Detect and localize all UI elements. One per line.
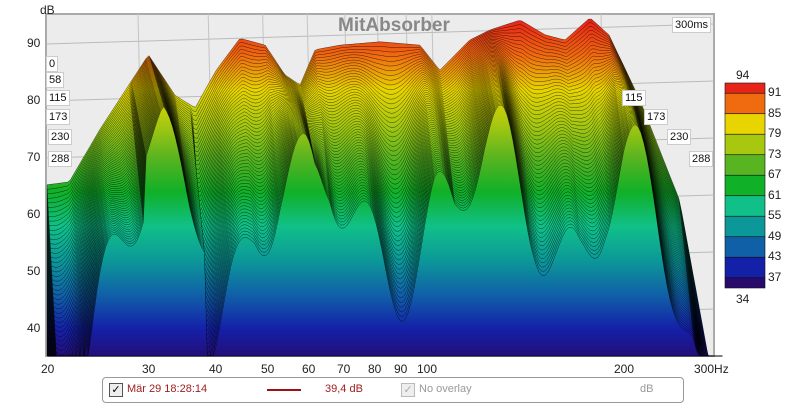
time-slice-label: 288 xyxy=(48,151,73,167)
time-slice-label: 58 xyxy=(46,72,65,88)
measurement-value: 39,4 dB xyxy=(325,383,363,395)
x-tick-label: 60 xyxy=(302,362,316,376)
colorbar-tick-label: 43 xyxy=(768,249,782,264)
colorbar-min-label: 34 xyxy=(736,292,750,306)
colorbar-tick-label: 67 xyxy=(768,167,782,182)
colorbar-tick-label: 61 xyxy=(768,187,782,202)
colorbar-max-label: 94 xyxy=(736,68,750,82)
x-tick-label: 100 xyxy=(417,362,438,376)
measurement-name: Mär 29 18:28:14 xyxy=(127,383,208,395)
y-tick-label: 90 xyxy=(27,36,41,50)
y-axis-label: dB xyxy=(40,3,55,17)
y-tick-label: 40 xyxy=(27,321,41,335)
colorbar-band xyxy=(724,113,766,135)
time-slice-label: 0 xyxy=(46,56,59,72)
x-tick-label: 40 xyxy=(209,362,223,376)
colorbar-band xyxy=(724,277,766,289)
x-tick-label: 90 xyxy=(394,362,408,376)
series-line-swatch xyxy=(267,389,301,391)
time-slice-label: 173 xyxy=(644,109,669,125)
colorbar-tick-label: 49 xyxy=(768,228,782,243)
x-tick-label: 70 xyxy=(337,362,351,376)
colorbar-tick-label: 79 xyxy=(768,126,782,141)
time-slice-label: 115 xyxy=(46,90,70,106)
x-tick-label: 50 xyxy=(261,362,275,376)
time-slice-label: 230 xyxy=(667,129,692,145)
y-tick-label: 60 xyxy=(27,207,41,221)
colorbar-tick-label: 55 xyxy=(768,208,782,223)
time-slice-label: 115 xyxy=(622,90,646,106)
colorbar-band xyxy=(724,215,766,238)
x-tick-label: 80 xyxy=(368,362,382,376)
grid-line xyxy=(45,23,715,45)
overlay-unit: dB xyxy=(640,383,654,395)
colorbar-band xyxy=(724,195,766,217)
measurement-checkbox[interactable]: ✓ xyxy=(109,383,123,397)
colorbar-band xyxy=(724,236,766,258)
overlay-checkbox[interactable]: ✓ xyxy=(401,383,415,397)
x-tick-label: 300Hz xyxy=(694,362,729,376)
chart-title: MitAbsorber xyxy=(338,15,450,36)
time-slice-label: 173 xyxy=(46,109,71,125)
colorbar-tick-label: 91 xyxy=(768,85,782,100)
x-tick-label: 30 xyxy=(142,362,156,376)
colorbar-band xyxy=(724,174,766,197)
x-tick-label: 200 xyxy=(614,362,635,376)
colorbar-band xyxy=(724,133,766,156)
time-slice-label: 288 xyxy=(689,151,714,167)
colorbar-band xyxy=(724,82,766,94)
colorbar-band xyxy=(724,92,766,115)
legend-bar: ✓ Mär 29 18:28:14 39,4 dB ✓ No overlay d… xyxy=(102,377,684,403)
waterfall-slice xyxy=(61,104,723,357)
y-tick-label: 70 xyxy=(27,150,41,164)
y-tick-label: 50 xyxy=(27,264,41,278)
waterfall-slices xyxy=(46,18,723,357)
x-tick-label: 20 xyxy=(41,362,55,376)
time-span-label: 300ms xyxy=(672,17,712,33)
time-slice-label: 230 xyxy=(48,129,73,145)
overlay-label: No overlay xyxy=(419,383,472,395)
y-tick-label: 80 xyxy=(27,93,41,107)
colorbar-tick-label: 37 xyxy=(768,269,782,284)
colorbar-band xyxy=(724,154,766,176)
colorbar-tick-label: 85 xyxy=(768,105,782,120)
colorbar-tick-label: 73 xyxy=(768,146,782,161)
colorbar-band xyxy=(724,256,766,279)
